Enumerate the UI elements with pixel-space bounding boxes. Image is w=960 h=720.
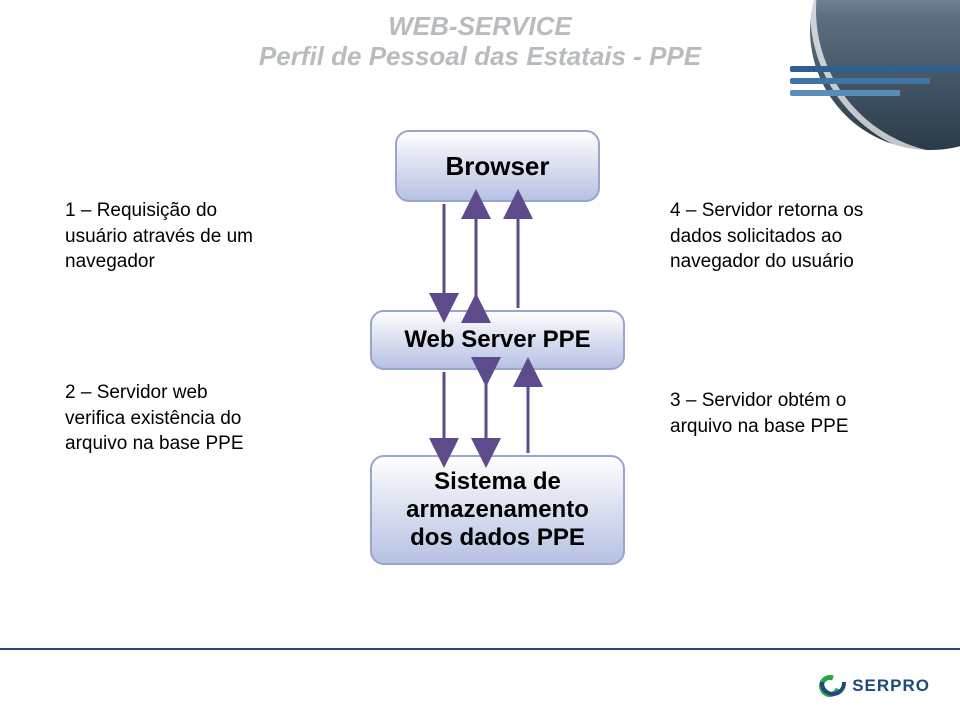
node-storage-line2: armazenamento (406, 496, 589, 524)
logo-icon (818, 672, 846, 700)
node-webserver: Web Server PPE (370, 310, 625, 370)
annotation-step-2-l2: verifica existência do (65, 406, 244, 432)
node-storage-line1: Sistema de (434, 468, 561, 496)
annotation-step-1-l3: navegador (65, 249, 253, 275)
annotation-step-1: 1 – Requisição do usuário através de um … (65, 198, 253, 275)
corner-bar-3 (790, 90, 900, 96)
annotation-step-2-l3: arquivo na base PPE (65, 431, 244, 457)
node-webserver-label: Web Server PPE (404, 326, 590, 354)
annotation-step-3-l2: arquivo na base PPE (670, 414, 849, 440)
node-browser: Browser (395, 130, 600, 202)
logo-text: SERPRO (852, 676, 930, 696)
footer-divider (0, 648, 960, 650)
annotation-step-2-l1: 2 – Servidor web (65, 380, 244, 406)
node-browser-label: Browser (445, 151, 549, 182)
annotation-step-1-l2: usuário através de um (65, 224, 253, 250)
corner-bar-2 (790, 78, 930, 84)
annotation-step-3-l1: 3 – Servidor obtém o (670, 388, 849, 414)
logo: SERPRO (818, 672, 930, 700)
title-line-1: WEB-SERVICE (0, 12, 960, 42)
annotation-step-2: 2 – Servidor web verifica existência do … (65, 380, 244, 457)
page-title: WEB-SERVICE Perfil de Pessoal das Estata… (0, 12, 960, 72)
annotation-step-3: 3 – Servidor obtém o arquivo na base PPE (670, 388, 849, 439)
slide: { "title": { "line1": "WEB-SERVICE", "li… (0, 0, 960, 720)
title-line-2: Perfil de Pessoal das Estatais - PPE (0, 42, 960, 72)
annotation-step-4: 4 – Servidor retorna os dados solicitado… (670, 198, 863, 275)
node-storage-line3: dos dados PPE (410, 524, 585, 552)
node-storage: Sistema de armazenamento dos dados PPE (370, 455, 625, 565)
annotation-step-1-l1: 1 – Requisição do (65, 198, 253, 224)
annotation-step-4-l3: navegador do usuário (670, 249, 863, 275)
annotation-step-4-l2: dados solicitados ao (670, 224, 863, 250)
annotation-step-4-l1: 4 – Servidor retorna os (670, 198, 863, 224)
